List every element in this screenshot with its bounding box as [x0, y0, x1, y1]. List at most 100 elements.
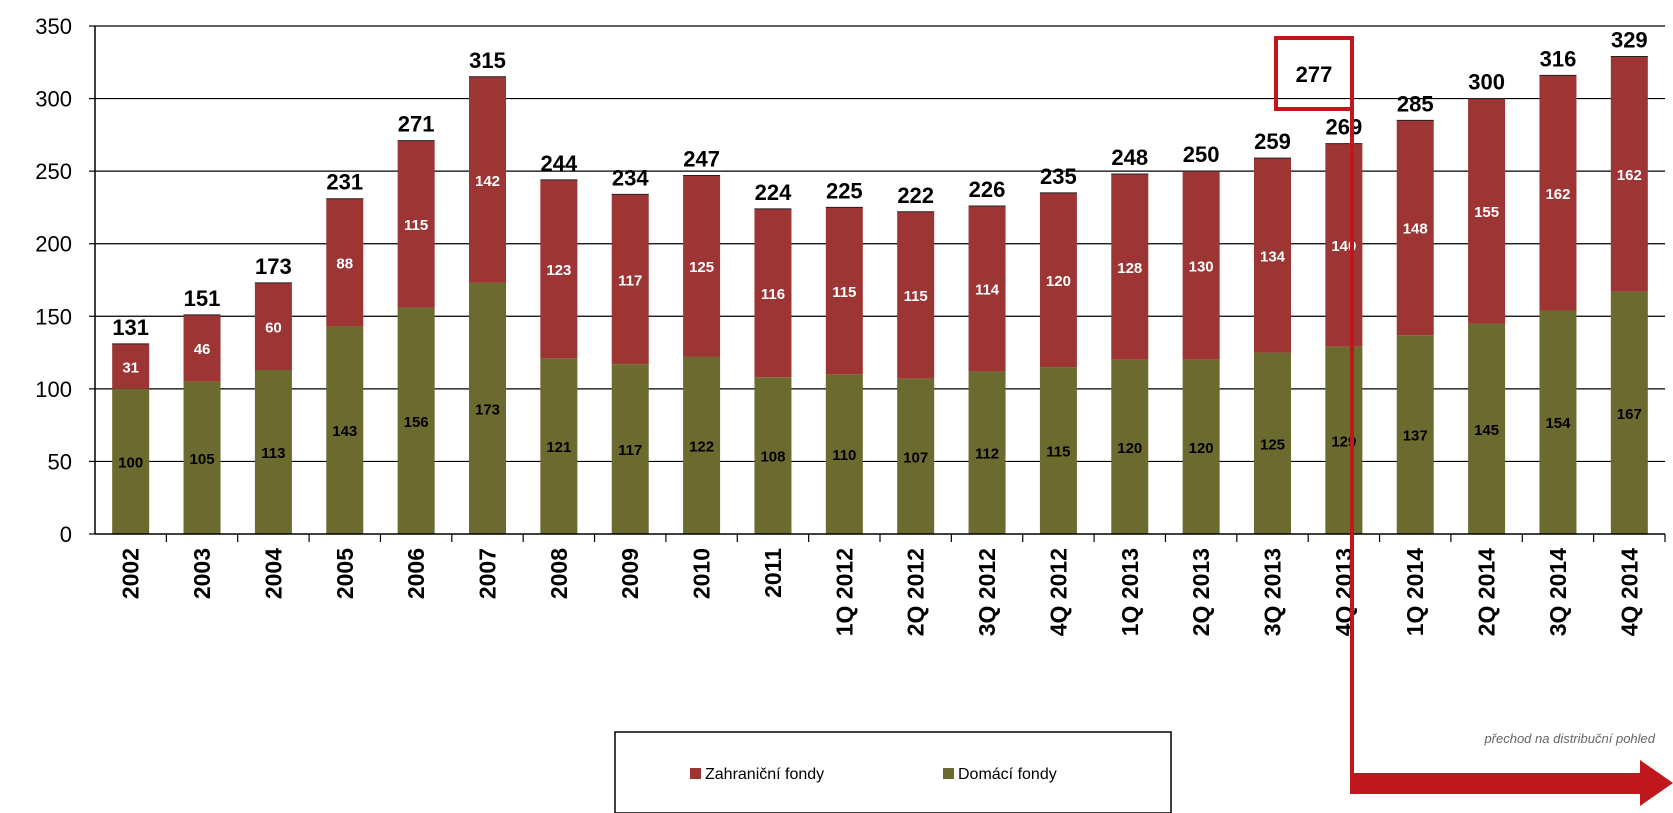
y-tick-label-0: 0 — [60, 522, 72, 547]
bar-domaci-3 — [326, 326, 364, 534]
data-labels: 100 31 131 105 46 151 113 60 173 143 88 231 156 115 27… — [112, 27, 1647, 471]
label-total-5: 315 — [469, 48, 506, 73]
bar-zahranicni-14 — [1111, 174, 1149, 360]
label-total-2: 173 — [255, 254, 292, 279]
highlight-value: 277 — [1296, 62, 1333, 87]
x-tick-label-7: 2009 — [617, 548, 643, 599]
label-domaci-0: 100 — [118, 454, 143, 471]
label-total-6: 244 — [541, 151, 578, 176]
label-total-17: 269 — [1326, 115, 1363, 140]
bar-zahranicni-17 — [1325, 143, 1363, 347]
bar-zahranicni-11 — [897, 211, 935, 379]
label-zahranicni-20: 162 — [1545, 186, 1570, 203]
x-tick-label-19: 2Q 2014 — [1474, 548, 1500, 636]
label-zahranicni-11: 115 — [904, 288, 928, 305]
label-domaci-6: 121 — [546, 439, 571, 456]
y-tick-label-50: 50 — [48, 449, 72, 474]
x-tick-label-15: 2Q 2013 — [1188, 548, 1214, 636]
label-zahranicni-10: 115 — [832, 284, 856, 301]
label-zahranicni-18: 148 — [1403, 221, 1428, 238]
x-tick-label-20: 3Q 2014 — [1545, 548, 1571, 636]
label-domaci-15: 120 — [1189, 440, 1214, 457]
bar-zahranicni-18 — [1396, 120, 1434, 336]
bar-zahranicni-15 — [1182, 171, 1220, 360]
label-total-21: 329 — [1611, 27, 1648, 52]
x-tick-label-9: 2011 — [760, 548, 786, 598]
label-domaci-19: 145 — [1474, 422, 1499, 439]
x-tick-label-16: 3Q 2013 — [1260, 548, 1286, 636]
x-tick-label-21: 4Q 2014 — [1616, 548, 1642, 636]
label-zahranicni-9: 116 — [761, 286, 785, 303]
label-total-20: 316 — [1540, 46, 1577, 71]
label-zahranicni-16: 134 — [1260, 248, 1286, 265]
x-tick-label-1: 2003 — [189, 548, 215, 599]
bars — [112, 55, 1648, 534]
label-zahranicni-15: 130 — [1189, 258, 1214, 275]
label-domaci-1: 105 — [190, 451, 215, 468]
bar-domaci-8 — [683, 356, 721, 534]
bar-zahranicni-1 — [183, 314, 221, 382]
label-domaci-16: 125 — [1260, 436, 1285, 453]
bar-domaci-7 — [611, 364, 649, 534]
x-tick-label-5: 2007 — [475, 548, 501, 599]
label-total-16: 259 — [1254, 129, 1291, 154]
x-tick-label-0: 2002 — [118, 548, 144, 599]
bar-zahranicni-3 — [326, 198, 364, 327]
legend-label-zahranicni: Zahraniční fondy — [705, 766, 824, 783]
x-tick-label-18: 1Q 2014 — [1402, 548, 1428, 636]
x-tick-label-12: 3Q 2012 — [974, 548, 1000, 636]
transition-note: přechod na distribuční pohled — [1483, 731, 1655, 746]
x-tick-label-3: 2005 — [332, 548, 358, 599]
bar-domaci-21 — [1610, 291, 1648, 534]
x-tick-label-2: 2004 — [260, 548, 286, 599]
bar-domaci-6 — [540, 358, 578, 534]
label-total-10: 225 — [826, 178, 863, 203]
y-tick-label-100: 100 — [35, 377, 72, 402]
label-total-18: 285 — [1397, 91, 1434, 116]
bar-domaci-12 — [968, 371, 1006, 534]
label-zahranicni-5: 142 — [475, 173, 500, 190]
label-zahranicni-1: 46 — [194, 341, 211, 358]
label-domaci-3: 143 — [332, 423, 357, 440]
bar-zahranicni-5 — [469, 76, 506, 283]
label-total-19: 300 — [1468, 70, 1505, 95]
bar-zahranicni-9 — [754, 208, 792, 378]
x-tick-label-10: 1Q 2012 — [831, 548, 857, 636]
label-zahranicni-8: 125 — [689, 259, 714, 276]
bar-domaci-11 — [897, 378, 935, 534]
label-zahranicni-6: 123 — [546, 262, 571, 279]
label-domaci-11: 107 — [903, 449, 928, 466]
bar-zahranicni-13 — [1039, 192, 1077, 368]
label-domaci-9: 108 — [760, 449, 785, 466]
bar-domaci-20 — [1539, 310, 1577, 534]
bar-zahranicni-6 — [540, 179, 578, 359]
label-domaci-14: 120 — [1117, 440, 1142, 457]
label-total-11: 222 — [897, 183, 934, 208]
bar-domaci-4 — [397, 307, 435, 534]
label-domaci-8: 122 — [689, 438, 714, 455]
label-total-9: 224 — [755, 180, 792, 205]
transition-arrow — [1350, 109, 1673, 806]
bar-domaci-13 — [1039, 367, 1077, 534]
bar-zahranicni-0 — [112, 343, 150, 389]
legend-box — [614, 731, 1172, 813]
bar-domaci-17 — [1325, 346, 1363, 534]
label-zahranicni-14: 128 — [1117, 260, 1142, 277]
label-domaci-21: 167 — [1617, 406, 1642, 423]
legend-swatch-domaci — [943, 768, 954, 779]
label-domaci-13: 115 — [1046, 444, 1070, 461]
label-zahranicni-13: 120 — [1046, 273, 1071, 290]
y-tick-label-350: 350 — [35, 14, 72, 39]
label-total-1: 151 — [184, 286, 221, 311]
label-total-14: 248 — [1111, 145, 1148, 170]
bar-zahranicni-16 — [1254, 158, 1291, 353]
label-total-4: 271 — [398, 112, 435, 137]
bar-zahranicni-20 — [1539, 75, 1577, 311]
label-domaci-20: 154 — [1545, 415, 1571, 432]
label-domaci-12: 112 — [975, 446, 999, 463]
label-domaci-10: 110 — [832, 447, 856, 464]
label-domaci-5: 173 — [475, 401, 500, 418]
bar-domaci-15 — [1182, 359, 1220, 534]
legend-label-domaci: Domácí fondy — [958, 766, 1057, 783]
